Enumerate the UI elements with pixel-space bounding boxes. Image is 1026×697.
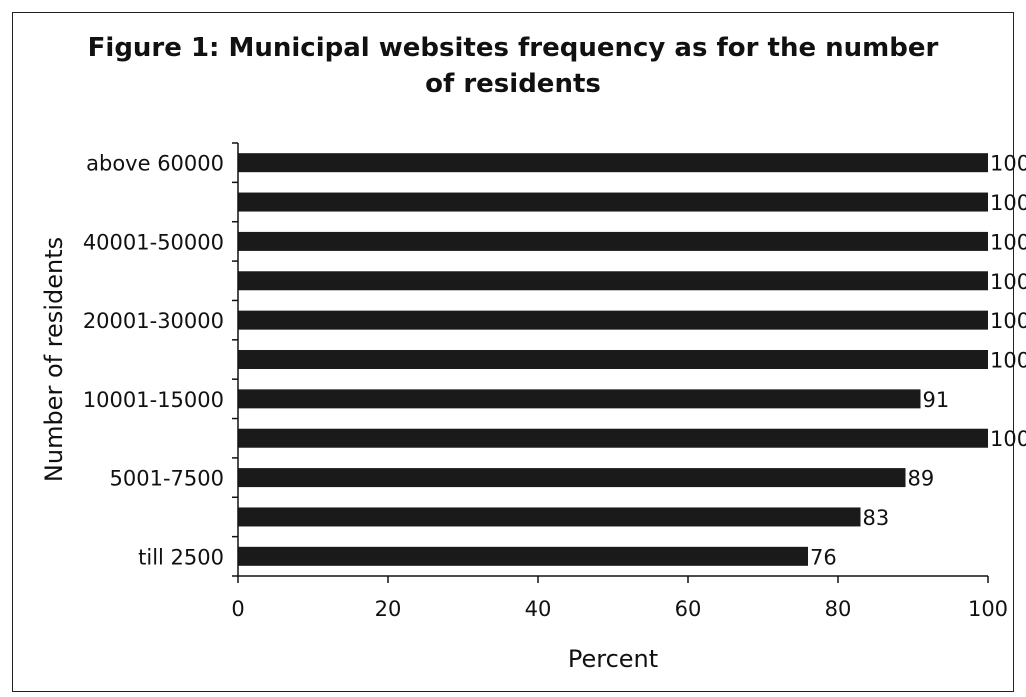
data-label-9: 83 xyxy=(863,506,890,530)
x-axis-title: Percent xyxy=(568,645,658,673)
bar-10 xyxy=(238,546,808,566)
data-label-1: 100 xyxy=(990,191,1026,215)
bar-6 xyxy=(238,389,921,409)
chart-title-line-2: of residents xyxy=(425,69,601,99)
bar-3 xyxy=(238,271,988,291)
x-tick-label-5: 100 xyxy=(968,597,1008,621)
bar-8 xyxy=(238,468,906,488)
bar-0 xyxy=(238,153,988,173)
data-label-2: 100 xyxy=(990,230,1026,254)
bar-1 xyxy=(238,192,988,212)
category-label-8: 5001-7500 xyxy=(110,467,224,491)
data-label-4: 100 xyxy=(990,309,1026,333)
x-tick-label-4: 80 xyxy=(825,597,852,621)
bar-5 xyxy=(238,350,988,369)
x-tick-label-1: 20 xyxy=(375,597,402,621)
category-label-2: 40001-50000 xyxy=(83,230,224,254)
category-label-6: 10001-15000 xyxy=(83,388,224,412)
x-tick-label-0: 0 xyxy=(231,597,244,621)
bar-4 xyxy=(238,310,988,330)
x-tick-label-3: 60 xyxy=(675,597,702,621)
axes-group xyxy=(232,142,989,583)
data-label-8: 89 xyxy=(908,467,935,491)
bars-group xyxy=(238,153,988,566)
data-label-0: 100 xyxy=(990,152,1026,176)
chart-title: Figure 1: Municipal websites frequency a… xyxy=(12,30,1014,102)
y-axis-title: Number of residents xyxy=(40,237,68,482)
chart-title-line-1: Figure 1: Municipal websites frequency a… xyxy=(87,33,939,63)
category-label-10: till 2500 xyxy=(138,545,224,569)
category-label-4: 20001-30000 xyxy=(83,309,224,333)
data-label-5: 100 xyxy=(990,349,1026,373)
x-tick-label-2: 40 xyxy=(525,597,552,621)
data-label-3: 100 xyxy=(990,270,1026,294)
bar-9 xyxy=(238,507,861,527)
category-label-0: above 60000 xyxy=(86,152,224,176)
bar-2 xyxy=(238,231,988,251)
data-label-10: 76 xyxy=(810,545,837,569)
data-label-7: 100 xyxy=(990,427,1026,451)
data-label-6: 91 xyxy=(923,388,950,412)
bar-7 xyxy=(238,428,988,448)
